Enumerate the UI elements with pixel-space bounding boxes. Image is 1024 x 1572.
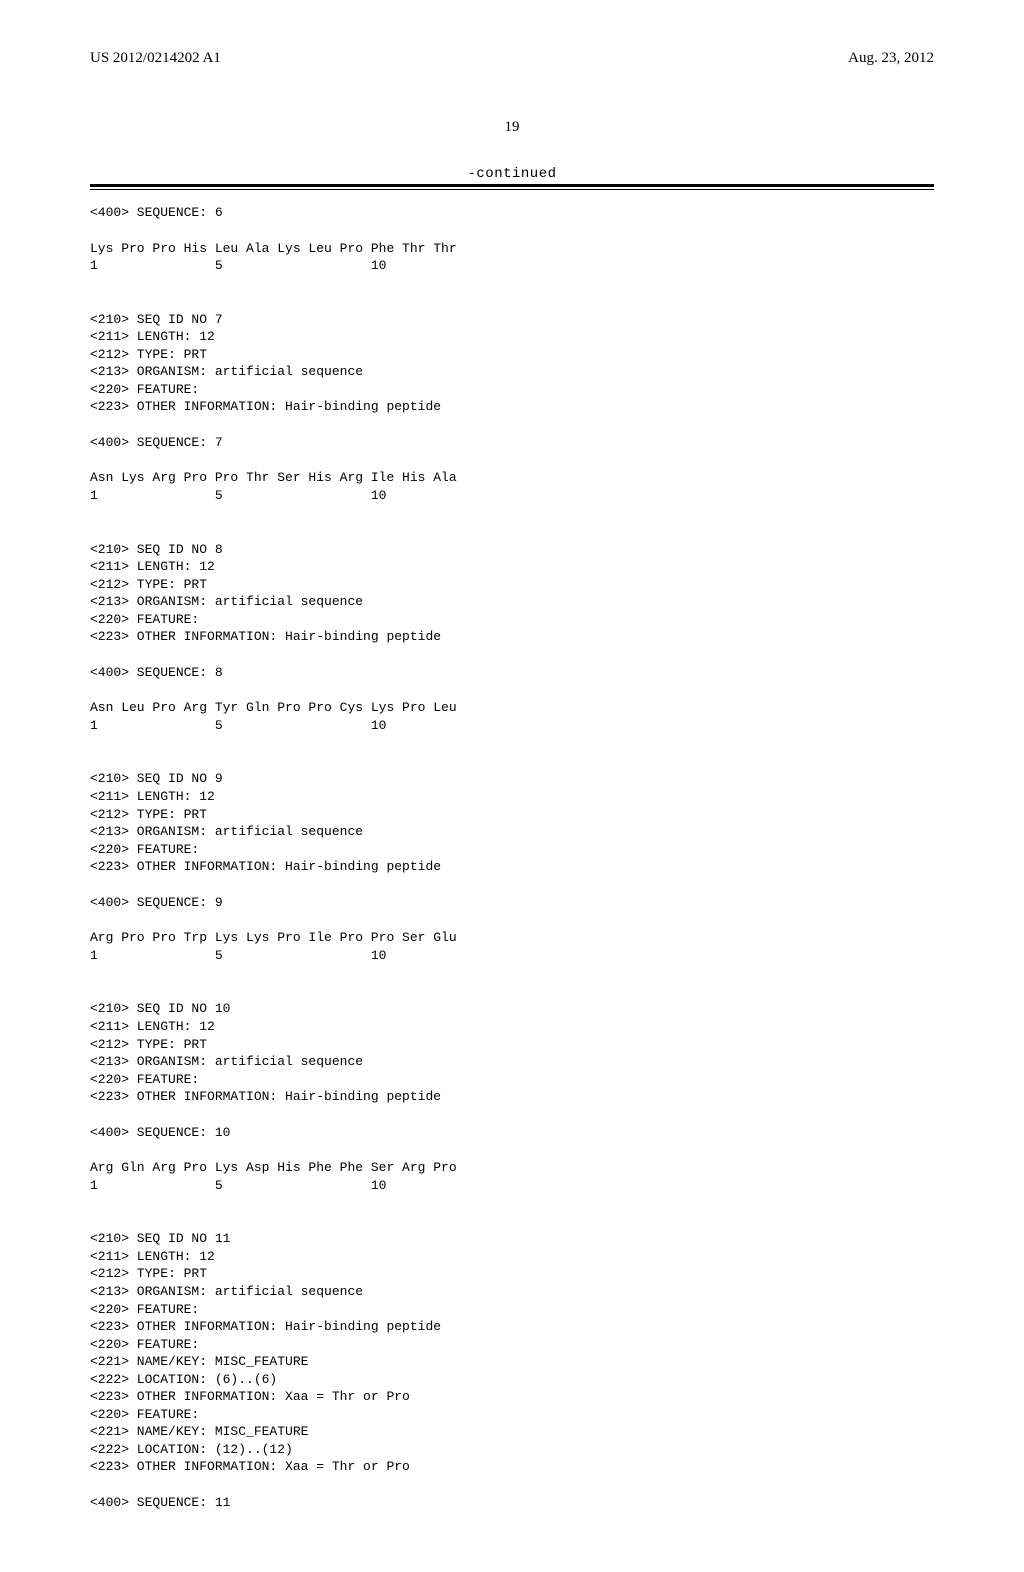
sequence-listing: <400> SEQUENCE: 6 Lys Pro Pro His Leu Ala… [90, 204, 934, 1512]
seq-meta-line: <220> FEATURE: [90, 611, 934, 629]
seq-meta-line: <400> SEQUENCE: 10 [90, 1124, 934, 1142]
seq-meta-line: <212> TYPE: PRT [90, 1036, 934, 1054]
seq-meta-line: <213> ORGANISM: artificial sequence [90, 1053, 934, 1071]
seq-positions: 1 5 10 [90, 487, 934, 505]
seq-meta-line: <220> FEATURE: [90, 841, 934, 859]
blank-line [90, 734, 934, 752]
seq-meta-line: <213> ORGANISM: artificial sequence [90, 1283, 934, 1301]
seq-meta-line: <220> FEATURE: [90, 1406, 934, 1424]
seq-meta-line: <211> LENGTH: 12 [90, 1248, 934, 1266]
blank-line [90, 1141, 934, 1159]
patent-page: US 2012/0214202 A1 Aug. 23, 2012 19 -con… [0, 0, 1024, 1572]
seq-meta-line: <223> OTHER INFORMATION: Hair-binding pe… [90, 1318, 934, 1336]
blank-line [90, 964, 934, 982]
seq-meta-line: <223> OTHER INFORMATION: Hair-binding pe… [90, 398, 934, 416]
seq-meta-line: <400> SEQUENCE: 8 [90, 664, 934, 682]
seq-meta-line: <223> OTHER INFORMATION: Hair-binding pe… [90, 858, 934, 876]
seq-meta-line: <212> TYPE: PRT [90, 346, 934, 364]
seq-residues: Asn Leu Pro Arg Tyr Gln Pro Pro Cys Lys … [90, 699, 934, 717]
rule-top [90, 184, 934, 187]
seq-meta-line: <210> SEQ ID NO 11 [90, 1230, 934, 1248]
seq-meta-line: <222> LOCATION: (6)..(6) [90, 1371, 934, 1389]
seq-positions: 1 5 10 [90, 257, 934, 275]
seq-positions: 1 5 10 [90, 1177, 934, 1195]
continued-label: -continued [90, 166, 934, 182]
seq-meta-line: <400> SEQUENCE: 7 [90, 434, 934, 452]
seq-meta-line: <400> SEQUENCE: 11 [90, 1494, 934, 1512]
blank-line [90, 451, 934, 469]
page-number: 19 [90, 119, 934, 136]
seq-meta-line: <210> SEQ ID NO 7 [90, 311, 934, 329]
seq-meta-line: <211> LENGTH: 12 [90, 328, 934, 346]
seq-meta-line: <212> TYPE: PRT [90, 576, 934, 594]
seq-meta-line: <210> SEQ ID NO 9 [90, 770, 934, 788]
seq-meta-line: <220> FEATURE: [90, 381, 934, 399]
blank-line [90, 1194, 934, 1212]
seq-meta-line: <223> OTHER INFORMATION: Xaa = Thr or Pr… [90, 1458, 934, 1476]
blank-line [90, 752, 934, 770]
blank-line [90, 275, 934, 293]
seq-meta-line: <220> FEATURE: [90, 1071, 934, 1089]
seq-meta-line: <223> OTHER INFORMATION: Xaa = Thr or Pr… [90, 1388, 934, 1406]
seq-meta-line: <213> ORGANISM: artificial sequence [90, 823, 934, 841]
seq-residues: Arg Gln Arg Pro Lys Asp His Phe Phe Ser … [90, 1159, 934, 1177]
seq-meta-line: <221> NAME/KEY: MISC_FEATURE [90, 1423, 934, 1441]
seq-positions: 1 5 10 [90, 947, 934, 965]
seq-meta-line: <222> LOCATION: (12)..(12) [90, 1441, 934, 1459]
blank-line [90, 416, 934, 434]
seq-meta-line: <400> SEQUENCE: 6 [90, 204, 934, 222]
seq-positions: 1 5 10 [90, 717, 934, 735]
rule-bottom [90, 189, 934, 190]
seq-residues: Lys Pro Pro His Leu Ala Lys Leu Pro Phe … [90, 240, 934, 258]
seq-meta-line: <212> TYPE: PRT [90, 806, 934, 824]
seq-meta-line: <211> LENGTH: 12 [90, 558, 934, 576]
seq-meta-line: <213> ORGANISM: artificial sequence [90, 363, 934, 381]
blank-line [90, 1476, 934, 1494]
seq-meta-line: <223> OTHER INFORMATION: Hair-binding pe… [90, 1088, 934, 1106]
seq-meta-line: <220> FEATURE: [90, 1336, 934, 1354]
seq-residues: Asn Lys Arg Pro Pro Thr Ser His Arg Ile … [90, 469, 934, 487]
seq-meta-line: <220> FEATURE: [90, 1301, 934, 1319]
blank-line [90, 911, 934, 929]
seq-meta-line: <213> ORGANISM: artificial sequence [90, 593, 934, 611]
seq-meta-line: <223> OTHER INFORMATION: Hair-binding pe… [90, 628, 934, 646]
continued-rule: -continued [90, 166, 934, 190]
blank-line [90, 646, 934, 664]
blank-line [90, 222, 934, 240]
blank-line [90, 876, 934, 894]
blank-line [90, 681, 934, 699]
seq-meta-line: <212> TYPE: PRT [90, 1265, 934, 1283]
seq-residues: Arg Pro Pro Trp Lys Lys Pro Ile Pro Pro … [90, 929, 934, 947]
seq-meta-line: <211> LENGTH: 12 [90, 1018, 934, 1036]
blank-line [90, 1106, 934, 1124]
seq-meta-line: <210> SEQ ID NO 10 [90, 1000, 934, 1018]
page-header: US 2012/0214202 A1 Aug. 23, 2012 [90, 50, 934, 67]
blank-line [90, 293, 934, 311]
blank-line [90, 523, 934, 541]
seq-meta-line: <210> SEQ ID NO 8 [90, 541, 934, 559]
publication-number: US 2012/0214202 A1 [90, 50, 221, 67]
publication-date: Aug. 23, 2012 [848, 50, 934, 67]
seq-meta-line: <211> LENGTH: 12 [90, 788, 934, 806]
blank-line [90, 505, 934, 523]
blank-line [90, 1212, 934, 1230]
seq-meta-line: <221> NAME/KEY: MISC_FEATURE [90, 1353, 934, 1371]
seq-meta-line: <400> SEQUENCE: 9 [90, 894, 934, 912]
blank-line [90, 982, 934, 1000]
